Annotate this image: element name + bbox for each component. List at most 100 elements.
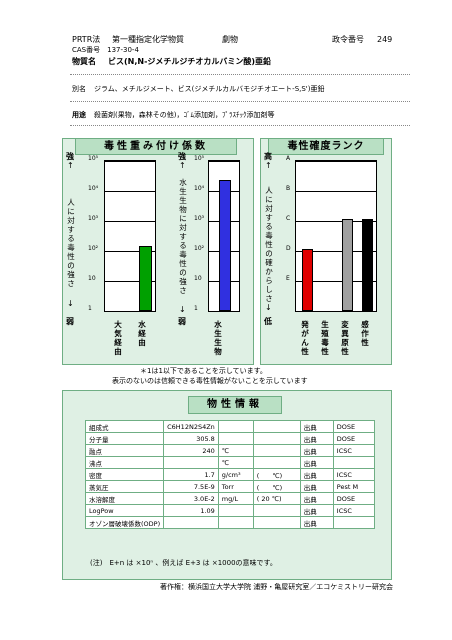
prop-source: DOSE xyxy=(332,432,376,445)
rank-plot-area xyxy=(295,160,377,312)
prop-source-label: 出典 xyxy=(299,480,334,493)
prop-value xyxy=(163,456,219,469)
gridline xyxy=(209,161,239,162)
human-plot-area xyxy=(104,160,156,312)
prop-value: 305.8 xyxy=(163,432,219,445)
prop-condition xyxy=(252,456,301,469)
up-arrow-icon: ↑ xyxy=(179,161,186,170)
prop-label: 組成式 xyxy=(84,420,165,433)
gridline xyxy=(105,191,155,192)
down-arrow-icon: ↓ xyxy=(67,299,74,308)
gridline xyxy=(296,281,376,282)
prop-value: 240 xyxy=(163,444,219,457)
table-row: 分子量 305.8 出典 DOSE xyxy=(84,432,376,445)
note-2: 表示のないのは信頼できる毒性情報がないことを示しています xyxy=(112,377,308,385)
use-value: 殺菌剤(果物，森林その他)，ｺﾞﾑ添加剤，ﾌﾟﾗｽﾁｯｸ添加剤等 xyxy=(94,111,275,119)
category-mutagenicity: 変異原性 xyxy=(341,320,349,356)
aquatic-weak-label: 弱 xyxy=(178,317,186,326)
bar-rank-0 xyxy=(301,249,313,311)
up-arrow-icon: ↑ xyxy=(265,161,272,170)
prop-unit xyxy=(217,420,254,433)
prop-source-label: 出典 xyxy=(299,492,334,505)
copyright: 著作権：横浜国立大学大学院 浦野・亀屋研究室／エコケミストリー研究会 xyxy=(160,583,394,591)
prop-source-label: 出典 xyxy=(299,504,334,517)
prop-label: 融点 xyxy=(84,444,165,457)
aquatic-strong-label: 強 xyxy=(178,152,186,161)
rank-low-label: 低 xyxy=(264,317,272,326)
bar-aquatic xyxy=(219,179,231,311)
prop-condition xyxy=(252,504,301,517)
tick-label: 1 xyxy=(194,305,198,312)
prop-condition xyxy=(252,444,301,457)
prop-unit: Torr xyxy=(217,480,254,493)
aquatic-axis-label: 水生生物に対する毒性の強さ xyxy=(179,178,187,295)
gridline xyxy=(105,281,155,282)
prop-condition xyxy=(252,432,301,445)
prop-label: 沸点 xyxy=(84,456,165,469)
tick-label: 10⁴ xyxy=(194,185,205,192)
prop-source: Pest M xyxy=(332,480,376,493)
gridline xyxy=(105,221,155,222)
rank-title: 毒性確度ランク xyxy=(268,138,384,155)
footnote: (注) E+n は ×10ⁿ 、例えば E+3 は ×1000の意味です。 xyxy=(90,559,277,567)
prop-source: ICSC xyxy=(332,468,376,481)
gridline xyxy=(296,221,376,222)
prop-source: ICSC xyxy=(332,504,376,517)
prop-condition xyxy=(252,516,301,529)
down-arrow-icon: ↓ xyxy=(179,305,186,314)
prop-source xyxy=(332,456,376,469)
category-sensitization: 感作性 xyxy=(361,320,369,347)
weighting-title: 毒性重み付け係数 xyxy=(75,138,237,155)
gridline xyxy=(296,191,376,192)
human-axis-label: 人に対する毒性の強さ xyxy=(67,198,75,288)
prop-unit: ℃ xyxy=(217,456,254,469)
prop-value: C6H12N2S4Zn xyxy=(163,420,219,433)
prop-source-label: 出典 xyxy=(299,444,334,457)
category-water: 水経由 xyxy=(138,320,146,347)
prop-source-label: 出典 xyxy=(299,516,334,529)
table-row: 組成式 C6H12N2S4Zn 出典 DOSE xyxy=(84,420,376,433)
prop-value: 7.5E-9 xyxy=(163,480,219,493)
ordinance-number: 249 xyxy=(377,35,393,44)
divider xyxy=(70,74,410,75)
prop-label: LogPow xyxy=(84,504,165,517)
category-aquatic: 水生生物 xyxy=(214,320,222,356)
tick-label: 10⁵ xyxy=(88,155,99,162)
prop-source xyxy=(332,516,376,529)
name-label: 物質名 xyxy=(72,57,96,66)
prop-unit: mg/L xyxy=(217,492,254,505)
tick-label: 10³ xyxy=(194,215,205,222)
prop-unit xyxy=(217,504,254,517)
table-row: オゾン層破壊係数(ODP) 出典 xyxy=(84,516,376,529)
bar-1 xyxy=(139,245,152,311)
prop-source-label: 出典 xyxy=(299,420,334,433)
table-row: 水溶解度 3.0E-2 mg/L( 20 ℃) 出典 DOSE xyxy=(84,492,376,505)
tick-label: 10² xyxy=(88,245,99,252)
table-row: 沸点 ℃ 出典 xyxy=(84,456,376,469)
up-arrow-icon: ↑ xyxy=(67,161,74,170)
tick-label: A xyxy=(286,155,291,162)
tick-label: E xyxy=(286,275,290,282)
note-1: ＊1は1以下であることを示しています。 xyxy=(140,367,267,375)
category-reproductive: 生殖毒性 xyxy=(321,320,329,356)
tick-label: B xyxy=(286,185,291,192)
tick-label: 10⁵ xyxy=(194,155,205,162)
category-air: 大気経由 xyxy=(114,320,122,356)
tick-label: 10 xyxy=(194,275,202,282)
prop-source-label: 出典 xyxy=(299,456,334,469)
prop-condition: ( 20 ℃) xyxy=(252,492,301,505)
gridline xyxy=(105,161,155,162)
prop-unit: g/cm³ xyxy=(217,468,254,481)
type-label: 劇物 xyxy=(222,35,238,44)
prop-unit xyxy=(217,516,254,529)
prop-unit xyxy=(217,432,254,445)
prop-source: DOSE xyxy=(332,492,376,505)
tick-label: 1 xyxy=(88,305,92,312)
prop-condition: ( ℃) xyxy=(252,468,301,481)
bar-rank-2 xyxy=(341,219,353,311)
table-row: 融点 240 ℃ 出典 ICSC xyxy=(84,444,376,457)
tick-label: 10 xyxy=(88,275,96,282)
tick-label: 10² xyxy=(194,245,205,252)
prop-value: 1.09 xyxy=(163,504,219,517)
table-row: 密度 1.7 g/cm³( ℃) 出典 ICSC xyxy=(84,468,376,481)
